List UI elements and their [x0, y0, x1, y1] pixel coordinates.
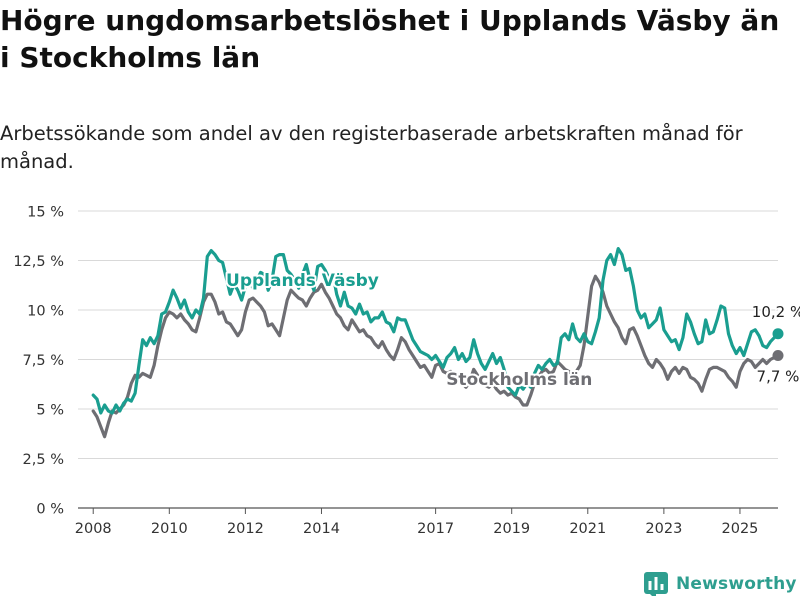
series-labels: Upplands Väsby 10,2 % Stockholms län 7,7 %	[224, 269, 800, 392]
x-tick-label: 2014	[303, 521, 340, 537]
y-axis-tick-labels: 0 % 2,5 % 5 % 7,5 % 10 % 12,5 % 15 %	[13, 205, 64, 518]
x-axis-tick-labels: 2008 2010 2012 2014 2017 2019 2021 2023 2025	[75, 508, 759, 537]
y-tick-label: 7,5 %	[23, 353, 64, 369]
brand-logo[interactable]: Newsworthy	[644, 569, 797, 599]
series-name-label-upplands: Upplands Väsby	[226, 271, 379, 291]
chart-subtitle: Arbetssökande som andel av den registerb…	[0, 122, 743, 173]
end-point-upplands	[772, 328, 784, 340]
series-line-stockholm	[91, 274, 780, 439]
x-tick-label: 2010	[151, 521, 188, 537]
series-lines	[91, 247, 784, 439]
y-tick-label: 15 %	[27, 205, 64, 221]
y-tick-label: 5 %	[36, 403, 64, 419]
x-tick-label: 2019	[493, 521, 530, 537]
end-point-stockholm	[772, 350, 784, 362]
y-tick-label: 0 %	[36, 502, 64, 518]
end-value-label-upplands: 10,2 %	[752, 303, 800, 321]
brand-name: Newsworthy	[676, 574, 797, 594]
bar-chart-logo-icon	[644, 572, 668, 596]
x-tick-label: 2017	[417, 521, 454, 537]
series-line-upplands	[91, 247, 780, 415]
end-value-label-stockholm: 7,7 %	[757, 368, 800, 386]
chart-title: Högre ungdomsarbetslöshet i Upplands Väs…	[0, 4, 780, 74]
series-name-label-stockholm: Stockholms län	[446, 370, 592, 390]
x-tick-label: 2012	[227, 521, 264, 537]
x-tick-label: 2008	[75, 521, 112, 537]
gridlines	[78, 210, 778, 509]
x-tick-label: 2023	[645, 521, 682, 537]
y-tick-label: 12,5 %	[13, 254, 64, 270]
y-tick-label: 10 %	[27, 304, 64, 320]
y-tick-label: 2,5 %	[23, 452, 64, 468]
x-tick-label: 2025	[722, 521, 759, 537]
x-tick-label: 2021	[569, 521, 606, 537]
